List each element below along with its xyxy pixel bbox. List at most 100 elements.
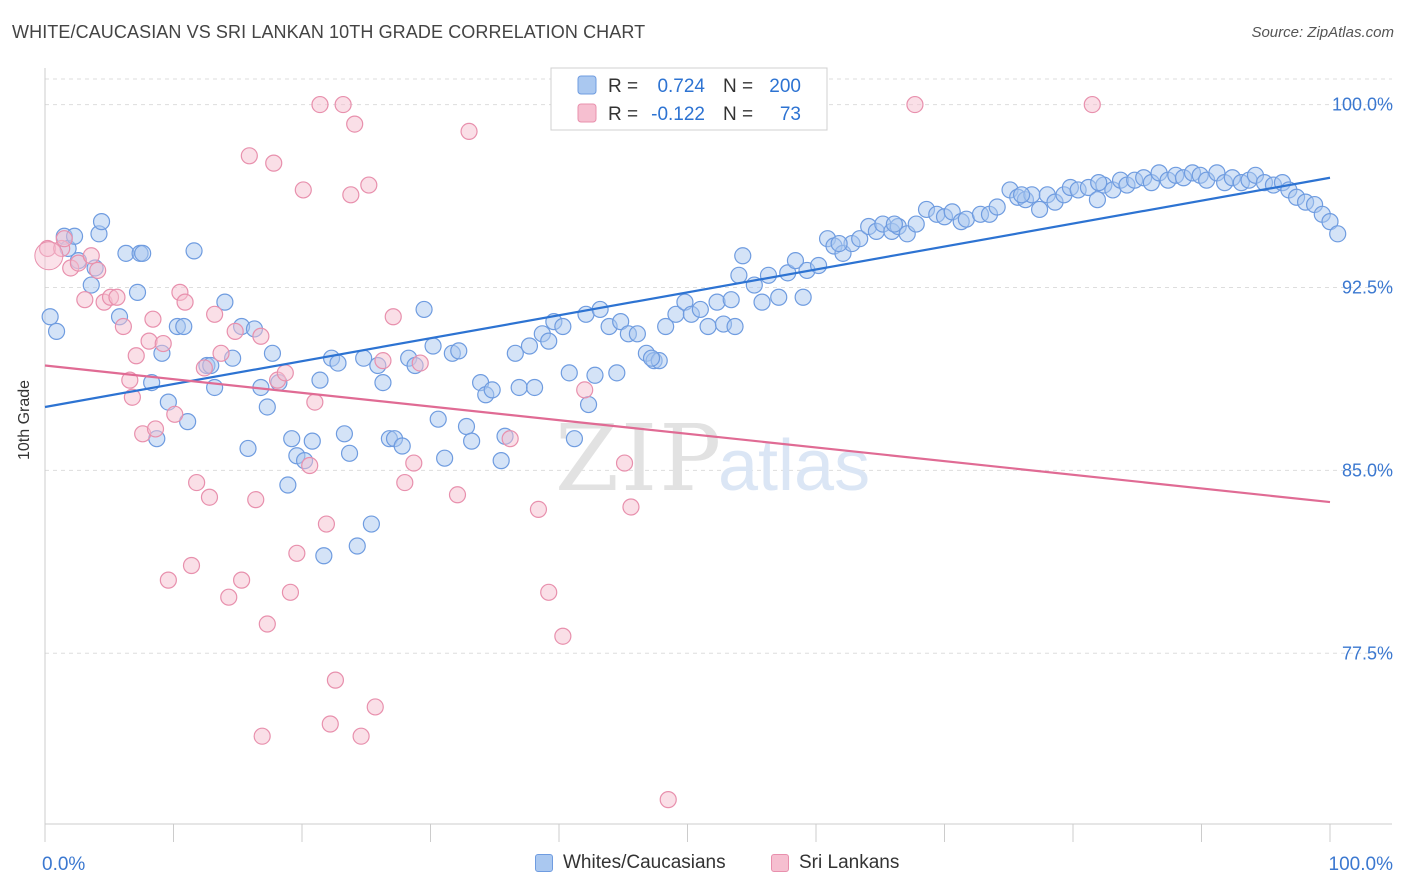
data-point-srilankans (334, 95, 352, 114)
data-point-srilankans (140, 332, 158, 350)
data-point-srilankans (195, 359, 213, 377)
data-point-srilankans (76, 291, 94, 309)
data-point-whites (348, 537, 366, 555)
data-point-whites (786, 252, 805, 270)
data-point-whites (463, 432, 481, 450)
watermark: ZIP atlas (555, 405, 870, 512)
data-point-srilankans (622, 498, 640, 516)
data-point-whites (642, 349, 661, 367)
data-point-whites (329, 354, 347, 372)
x-tick-labels: 0.0% 100.0% (42, 854, 1393, 875)
data-point-whites (830, 234, 848, 253)
legend-n-label-whites: N = (723, 76, 753, 97)
data-point-whites (554, 317, 572, 336)
data-point-whites (393, 437, 411, 455)
data-point-srilankans (342, 186, 360, 204)
legend-r-value-srilankans: -0.122 (651, 104, 705, 125)
data-point-whites (362, 515, 380, 533)
data-point-whites (520, 337, 539, 355)
data-point-whites (340, 444, 359, 462)
bottom-legend-item-whites[interactable]: Whites/Caucasians (535, 852, 726, 874)
data-point-whites (510, 378, 528, 397)
data-point-whites (579, 395, 598, 414)
data-point-srilankans (258, 615, 276, 633)
data-point-whites (506, 344, 524, 362)
data-point-whites (612, 313, 630, 331)
series-whites-points (41, 164, 1347, 565)
data-point-whites (175, 317, 193, 336)
data-point-whites (708, 293, 726, 311)
data-point-whites (374, 373, 392, 392)
data-point-srilankans (374, 352, 392, 370)
data-point-srilankans (188, 473, 206, 492)
data-point-srilankans (366, 698, 384, 716)
watermark-atlas: atlas (718, 426, 870, 506)
data-point-srilankans (615, 454, 634, 472)
data-point-whites (185, 242, 203, 260)
data-point-srilankans (311, 95, 329, 114)
data-point-whites (691, 300, 709, 319)
legend-r-label-whites: R = (608, 76, 638, 97)
data-point-whites (1321, 213, 1339, 231)
data-point-srilankans (460, 122, 478, 141)
data-point-whites (770, 288, 788, 306)
legend-swatch-whites (577, 75, 597, 95)
y-tick-label: 100.0% (1332, 95, 1393, 115)
data-point-whites (1088, 191, 1107, 209)
data-point-whites (759, 266, 778, 284)
data-point-whites (734, 247, 752, 265)
data-point-srilankans (317, 515, 336, 533)
data-point-srilankans (226, 322, 244, 340)
legend-swatch-srilankans (577, 103, 597, 123)
data-point-whites (436, 449, 454, 467)
data-point-whites (335, 425, 354, 443)
data-point-whites (586, 366, 604, 384)
x-tick-label-max: 100.0% (1329, 854, 1394, 875)
data-point-whites (628, 325, 646, 343)
bottom-legend-swatch-srilankans (771, 854, 789, 872)
bottom-legend: Whites/Caucasians Sri Lankans (0, 852, 1406, 878)
trend-line-whites (44, 176, 1331, 409)
data-point-srilankans (276, 364, 294, 382)
data-point-whites (1090, 174, 1108, 192)
data-point-srilankans (265, 154, 283, 172)
data-point-whites (988, 198, 1006, 216)
legend-n-value-srilankans: 73 (780, 104, 801, 125)
data-point-srilankans (114, 317, 132, 336)
data-point-srilankans (1083, 95, 1101, 114)
data-point-srilankans (346, 115, 364, 133)
data-point-srilankans (69, 254, 88, 272)
bottom-legend-item-srilankans[interactable]: Sri Lankans (771, 852, 899, 874)
stats-legend: R = 0.724 N = 200 R = -0.122 N = 73 (550, 67, 828, 131)
data-point-srilankans (501, 430, 519, 448)
data-point-whites (47, 322, 66, 340)
data-point-srilankans (220, 588, 238, 606)
data-point-whites (283, 430, 301, 448)
data-point-srilankans (108, 288, 126, 306)
data-point-srilankans (154, 334, 172, 353)
data-point-srilankans (82, 247, 100, 265)
trend-lines (44, 176, 1331, 504)
data-point-whites (608, 364, 626, 382)
data-point-whites (450, 342, 468, 360)
data-point-srilankans (529, 500, 548, 519)
data-point-srilankans (301, 456, 319, 475)
data-point-srilankans (384, 308, 402, 326)
data-point-whites (216, 293, 234, 311)
data-point-whites (1012, 186, 1031, 204)
data-point-whites (851, 230, 869, 248)
data-point-whites (726, 317, 744, 336)
y-tick-label: 92.5% (1342, 277, 1393, 297)
data-point-srilankans (554, 627, 572, 645)
data-point-srilankans (123, 388, 141, 406)
data-point-srilankans (396, 473, 414, 492)
data-point-whites (492, 452, 510, 470)
data-point-whites (907, 215, 925, 233)
data-point-whites (424, 337, 442, 355)
data-point-whites (457, 417, 476, 436)
data-point-whites (525, 378, 544, 397)
data-point-srilankans (540, 583, 558, 601)
data-point-srilankans (253, 727, 271, 745)
x-ticks (44, 824, 1331, 842)
data-point-whites (565, 430, 584, 448)
